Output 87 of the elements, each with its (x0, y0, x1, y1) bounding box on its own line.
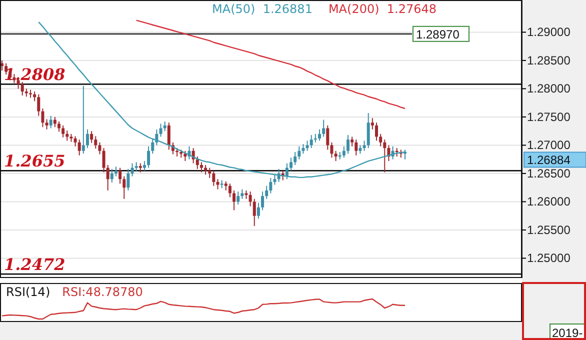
candlestick (118, 167, 122, 184)
candlestick (151, 138, 154, 154)
candlestick (57, 120, 60, 132)
candlestick (20, 81, 24, 96)
candlestick (330, 142, 334, 158)
candlestick (224, 180, 228, 191)
candlestick (318, 128, 322, 142)
line-series (136, 20, 406, 110)
y-tick-label: 1.27000 (527, 138, 571, 152)
candlestick (82, 85, 85, 154)
y-tick-label: 1.27500 (527, 110, 571, 124)
ref-line-label: 1.28970 (416, 27, 460, 42)
candlestick (310, 134, 313, 149)
candlestick (346, 134, 350, 154)
candlestick (78, 139, 81, 156)
candlestick (122, 176, 126, 200)
candlestick (383, 139, 386, 173)
candlestick (240, 188, 244, 200)
candlestick (362, 140, 366, 152)
candlestick (106, 164, 110, 191)
candlestick (167, 122, 170, 150)
y-tick-label: 1.28500 (527, 53, 571, 68)
candlestick (41, 108, 44, 128)
candlestick (252, 198, 256, 227)
candlestick (159, 123, 162, 138)
candlestick (212, 170, 216, 186)
y-tick-label: 1.29000 (527, 25, 571, 40)
candlestick (370, 118, 374, 130)
candlestick (90, 130, 94, 144)
y-tick-label: 1.25000 (527, 251, 571, 266)
candlestick (326, 124, 330, 150)
candlestick (110, 168, 114, 184)
candlestick (134, 162, 138, 172)
series-label: RSI:48.78780 (62, 285, 143, 299)
candlestick (322, 119, 326, 138)
candlestick (379, 133, 382, 147)
candlestick (306, 140, 309, 152)
candlestick (342, 146, 346, 158)
text: 2019- (552, 326, 583, 340)
candlestick (350, 136, 354, 147)
candlestick (256, 202, 260, 220)
candlestick (37, 94, 40, 116)
candlestick (74, 136, 77, 147)
candlestick (298, 146, 301, 160)
candlestick (261, 191, 264, 211)
y-tick-label: 1.26000 (527, 194, 571, 209)
candlestick (354, 139, 358, 156)
candlestick (236, 191, 240, 206)
y-tick-label: 1.26500 (527, 166, 571, 180)
candlestick (228, 183, 232, 198)
candlestick (366, 112, 370, 149)
candlestick (334, 150, 338, 162)
candlestick (94, 136, 98, 150)
y-tick-label: 1.28000 (527, 82, 571, 96)
candlestick (248, 191, 252, 207)
candlestick (375, 122, 378, 142)
candlestick (138, 162, 142, 173)
text: MA(200) 1.27648 (328, 2, 437, 16)
candlestick (147, 146, 150, 168)
candlestick (196, 156, 199, 170)
candlestick (216, 178, 220, 190)
text: MA(50) 1.26881 (212, 2, 312, 16)
candlestick (232, 190, 236, 211)
candlestick (45, 118, 48, 130)
chart-title: RSI(14) (6, 285, 50, 299)
candlestick (49, 115, 52, 129)
candlestick (126, 168, 130, 191)
ref-line-label: 1.2472 (4, 255, 66, 274)
candlestick (62, 124, 65, 138)
y-tick-label: 1.25500 (527, 222, 571, 237)
candlestick (86, 128, 89, 149)
candlestick (265, 185, 268, 200)
candlestick (163, 120, 166, 132)
text: 1.26884 (527, 153, 571, 168)
ref-line-label: 1.2655 (4, 152, 66, 171)
candlestick (142, 160, 146, 172)
candlestick (98, 142, 102, 155)
candlestick (114, 166, 118, 177)
candlestick (184, 150, 187, 162)
candlestick (130, 162, 134, 177)
candlestick (302, 144, 305, 154)
candlestick (290, 157, 293, 172)
candlestick (269, 177, 272, 194)
candlestick (102, 148, 106, 173)
candlestick (208, 167, 212, 178)
candlestick (200, 162, 203, 173)
candlestick (294, 151, 297, 166)
